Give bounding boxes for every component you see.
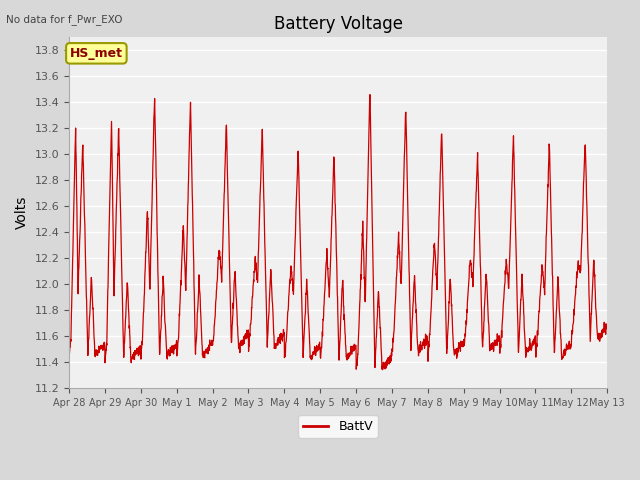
Y-axis label: Volts: Volts — [15, 196, 29, 229]
Text: HS_met: HS_met — [70, 47, 123, 60]
Title: Battery Voltage: Battery Voltage — [274, 15, 403, 33]
Text: No data for f_Pwr_EXO: No data for f_Pwr_EXO — [6, 14, 123, 25]
Legend: BattV: BattV — [298, 415, 378, 438]
